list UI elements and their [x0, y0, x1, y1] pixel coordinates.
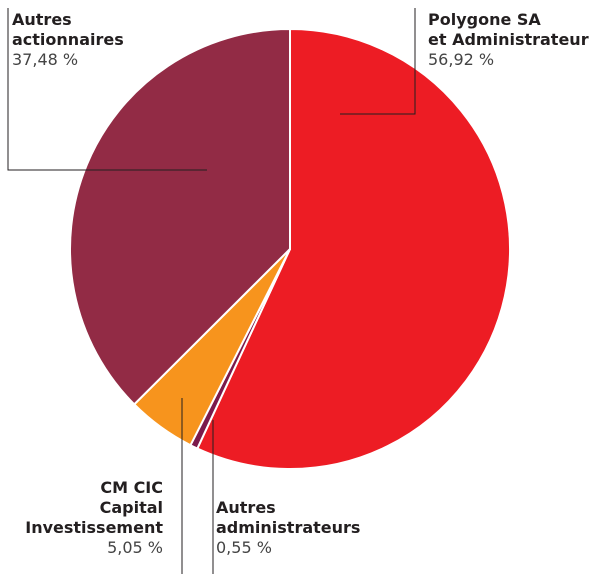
leader-line [7, 8, 207, 171]
category-name: Polygone SA et Administrateur [428, 10, 589, 49]
pie-slice [69, 27, 291, 406]
slice-label: Autres administrateurs 0,55 % [216, 498, 360, 558]
pie-slice [196, 27, 511, 470]
slice-label: Polygone SA et Administrateur 56,92 % [428, 10, 589, 70]
category-name: Autres actionnaires [12, 10, 124, 49]
value-label: 0,55 % [216, 538, 272, 557]
value-label: 37,48 % [12, 50, 79, 69]
slice-label: CM CIC Capital Investissement 5,05 % [25, 478, 163, 558]
value-label: 56,92 % [428, 50, 495, 69]
category-name: Autres administrateurs [216, 498, 361, 537]
value-label: 5,05 % [107, 538, 163, 557]
leader-line [340, 8, 416, 115]
slice-label: Autres actionnaires 37,48 % [12, 10, 124, 70]
category-name: CM CIC Capital Investissement [25, 478, 163, 537]
